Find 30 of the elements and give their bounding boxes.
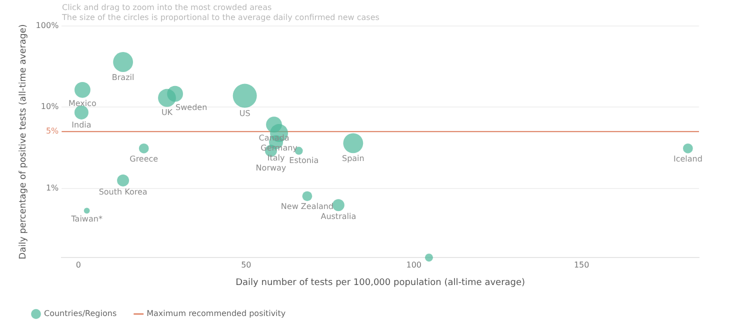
y-tick-label: 100% bbox=[36, 21, 60, 30]
x-tick-label: 0 bbox=[76, 260, 81, 270]
annotation: Australia bbox=[320, 212, 356, 222]
text: Click and drag to zoom into the most crowded areas bbox=[62, 3, 272, 12]
y-tick-label: 1% bbox=[46, 183, 60, 192]
annotation: Greece bbox=[130, 154, 158, 164]
annotation: Sweden bbox=[176, 102, 208, 112]
annotation: India bbox=[72, 120, 92, 130]
x-tick-label: 100 bbox=[406, 260, 422, 270]
text: The size of the circles is proportional to the average daily confirmed new cases bbox=[61, 13, 380, 22]
annotation: Spain bbox=[342, 154, 364, 164]
annotation: New Zealand bbox=[280, 202, 334, 212]
x-tick-label: 50 bbox=[241, 260, 252, 270]
annotation: Iceland bbox=[673, 154, 702, 164]
x-axis-title: Daily number of tests per 100,000 population (all-time average) bbox=[236, 278, 526, 288]
y-tick-label: 10% bbox=[40, 102, 60, 112]
annotation: Mexico bbox=[68, 98, 97, 108]
annotation: UK bbox=[161, 108, 174, 117]
annotation: US bbox=[239, 108, 250, 118]
y-tick-label: 5% bbox=[46, 126, 60, 136]
y-axis-title: Daily percentage of positive tests (all-time average) bbox=[18, 24, 29, 260]
annotation: Estonia bbox=[289, 156, 319, 165]
annotation: Brazil bbox=[112, 73, 134, 82]
annotation: Norway bbox=[256, 164, 286, 173]
legend-label: Maximum recommended positivity bbox=[146, 309, 286, 318]
x-tick-label: 150 bbox=[574, 260, 590, 270]
legend-label: Countries/Regions bbox=[44, 309, 117, 318]
annotation: Italy bbox=[267, 154, 285, 163]
annotation: South Korea bbox=[98, 188, 148, 197]
annotation: Taiwan* bbox=[70, 214, 102, 224]
